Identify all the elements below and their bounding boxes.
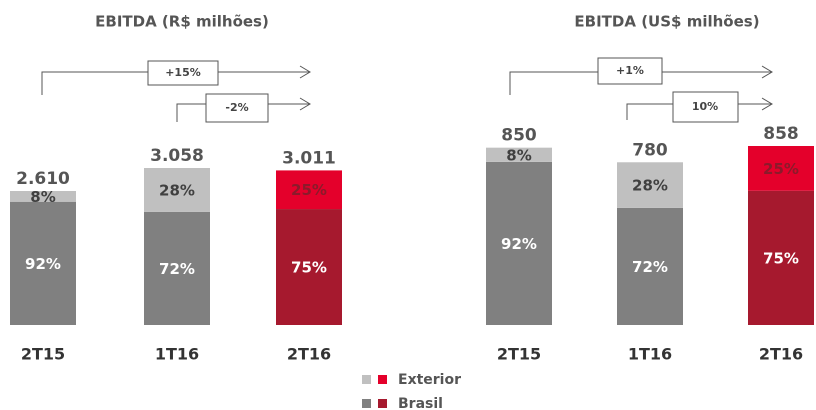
x-tick-label: 1T16	[155, 345, 199, 364]
total-label: 3.011	[282, 148, 336, 168]
bar-segment	[144, 211, 210, 325]
annotation: +1%	[616, 64, 644, 77]
segment-label: 75%	[763, 249, 799, 267]
segment-label: 8%	[30, 188, 55, 206]
annotation: 10%	[692, 100, 718, 113]
legend-swatch	[362, 399, 371, 408]
bar-segment	[748, 146, 814, 191]
chart-title: EBITDA (US$ milhões)	[574, 13, 759, 31]
legend-swatch	[378, 375, 387, 384]
segment-label: 28%	[632, 177, 668, 195]
annotation: +15%	[165, 66, 201, 79]
bar-segment	[144, 168, 210, 212]
total-label: 3.058	[150, 146, 204, 166]
segment-label: 25%	[291, 181, 327, 199]
bar-segment	[10, 191, 76, 202]
segment-label: 75%	[291, 259, 327, 277]
total-label: 2.610	[16, 169, 70, 189]
bar-segment	[276, 170, 342, 210]
arrows	[41, 57, 773, 123]
total-label: 858	[763, 124, 799, 144]
segment-label: 92%	[501, 235, 537, 253]
legend-swatch	[362, 375, 371, 384]
legend-label: Exterior	[398, 372, 461, 388]
bar-segment	[617, 207, 683, 325]
segment-label: 72%	[159, 260, 195, 278]
total-label: 780	[632, 140, 668, 160]
legend-label: Brasil	[398, 396, 443, 410]
bar-segment	[486, 161, 552, 325]
segment-label: 25%	[763, 160, 799, 178]
bar-segment	[617, 162, 683, 208]
bar-segment	[10, 201, 76, 325]
chart-title: EBITDA (R$ milhões)	[95, 13, 269, 31]
segment-label: 8%	[506, 146, 531, 164]
total-label: 850	[501, 126, 537, 146]
x-tick-label: 1T16	[628, 345, 672, 364]
legend-swatch	[378, 399, 387, 408]
x-tick-label: 2T15	[497, 345, 541, 364]
x-tick-label: 2T16	[287, 345, 331, 364]
segment-label: 92%	[25, 255, 61, 273]
x-tick-label: 2T16	[759, 345, 803, 364]
x-tick-label: 2T15	[21, 345, 65, 364]
bar-segment	[276, 209, 342, 325]
bar-segment	[748, 190, 814, 325]
annotation: -2%	[225, 101, 248, 114]
bar-segment	[486, 147, 552, 162]
segment-label: 72%	[632, 258, 668, 276]
segment-label: 28%	[159, 181, 195, 199]
